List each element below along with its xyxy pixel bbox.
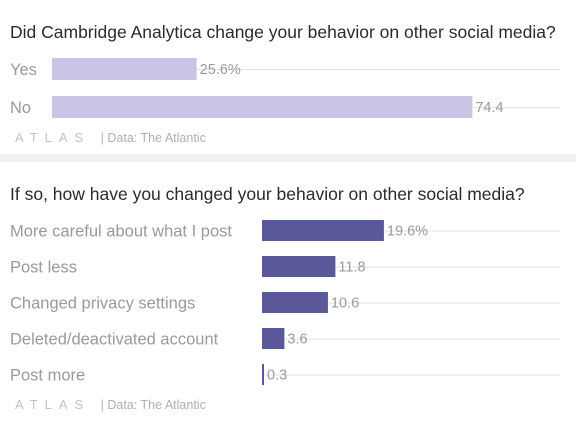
value-label: 3.6	[287, 332, 307, 348]
value-label: 10.6	[331, 296, 359, 312]
bar-chart-behavior-change: Yes 25.6% No 74.4	[10, 58, 560, 118]
value-label: 74.4	[475, 100, 503, 116]
chart-panel-how-changed: If so, how have you changed your behavio…	[0, 162, 576, 427]
bar	[52, 58, 197, 80]
bar	[262, 220, 384, 241]
panel-divider	[0, 154, 576, 162]
category-label: Deleted/deactivated account	[10, 331, 219, 349]
category-label: Changed privacy settings	[10, 295, 195, 313]
bar	[262, 292, 328, 313]
bar	[262, 256, 336, 277]
atlas-logo: ATLAS	[15, 397, 91, 413]
value-label: 19.6%	[387, 224, 428, 240]
bar	[52, 96, 473, 118]
data-source: | Data: The Atlantic	[100, 397, 206, 412]
chart-title: If so, how have you changed your behavio…	[10, 184, 525, 204]
bar	[262, 328, 285, 349]
atlas-logo: ATLAS	[15, 130, 91, 146]
bar-chart-how-changed: More careful about what I post 19.6% Post …	[10, 220, 560, 385]
category-label: Post less	[10, 259, 77, 277]
category-label: More careful about what I post	[10, 223, 232, 241]
value-label: 0.3	[267, 368, 287, 384]
category-label: Yes	[10, 61, 37, 79]
chart-footer: ATLAS | Data: The Atlantic	[15, 129, 206, 147]
value-label: 25.6%	[200, 62, 241, 78]
chart-title: Did Cambridge Analytica change your beha…	[10, 22, 556, 42]
data-source: | Data: The Atlantic	[100, 130, 206, 145]
chart-panel-behavior-change: Did Cambridge Analytica change your beha…	[0, 0, 576, 154]
category-label: No	[10, 99, 31, 117]
chart-footer: ATLAS | Data: The Atlantic	[15, 396, 206, 414]
value-label: 11.8	[338, 260, 365, 276]
category-label: Post more	[10, 367, 85, 385]
bar	[262, 364, 264, 385]
